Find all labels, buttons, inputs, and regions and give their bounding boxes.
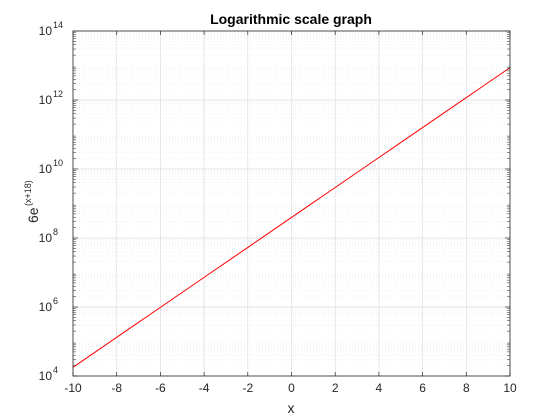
series-layer <box>72 67 511 368</box>
y-tick-label-exponent: 14 <box>53 20 63 30</box>
minor-grid <box>73 32 510 366</box>
y-tick-label: 10 <box>39 162 53 176</box>
x-tick-label: -8 <box>111 381 122 395</box>
y-axis-label: 6e (x+18) <box>23 180 41 223</box>
x-tick-label: 6 <box>419 381 426 395</box>
x-tick-label: -4 <box>199 381 210 395</box>
x-tick-label: 2 <box>332 381 339 395</box>
y-tick-label-exponent: 8 <box>53 227 58 237</box>
x-tick-label: -2 <box>242 381 253 395</box>
x-tick-label: 8 <box>463 381 470 395</box>
x-tick-label: 0 <box>288 381 295 395</box>
y-tick-label: 10 <box>39 231 53 245</box>
x-axis-ticks: -10 -8 -6 -4 -2 0 2 4 6 8 10 <box>64 31 517 395</box>
chart-title: Logarithmic scale graph <box>210 11 372 27</box>
y-axis-label-exponent: (x+18) <box>23 180 33 206</box>
y-axis-label-base: 6e <box>25 207 41 223</box>
y-tick-label-exponent: 12 <box>53 89 63 99</box>
y-tick-label: 10 <box>39 93 53 107</box>
x-tick-label: -6 <box>155 381 166 395</box>
y-tick-label-exponent: 10 <box>53 158 63 168</box>
x-axis-label: x <box>288 400 295 416</box>
x-tick-label: -10 <box>64 381 82 395</box>
y-tick-label-exponent: 6 <box>53 296 58 306</box>
y-tick-label: 10 <box>39 300 53 314</box>
y-tick-label: 10 <box>39 369 53 383</box>
x-tick-label: 4 <box>376 381 383 395</box>
y-tick-label-exponent: 4 <box>53 365 58 375</box>
x-tick-label: 10 <box>503 381 517 395</box>
y-tick-label: 10 <box>39 24 53 38</box>
series-line <box>72 67 511 368</box>
